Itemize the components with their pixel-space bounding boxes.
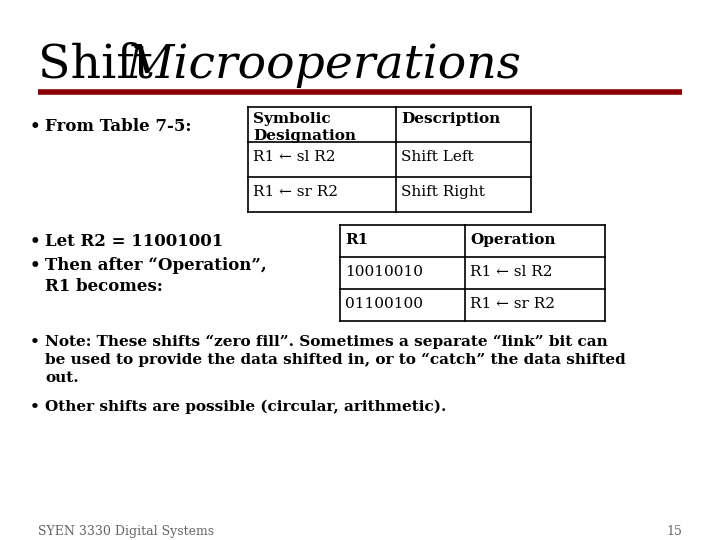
Text: 01100100: 01100100 [345, 297, 423, 311]
Text: •: • [30, 118, 40, 135]
Text: R1 ← sr R2: R1 ← sr R2 [470, 297, 555, 311]
Text: •: • [30, 400, 40, 414]
Text: Other shifts are possible (circular, arithmetic).: Other shifts are possible (circular, ari… [45, 400, 446, 414]
Text: Then after “Operation”,: Then after “Operation”, [45, 257, 266, 274]
Text: Symbolic
Designation: Symbolic Designation [253, 112, 356, 143]
Text: 15: 15 [666, 525, 682, 538]
Text: •: • [30, 335, 40, 349]
Text: 10010010: 10010010 [345, 265, 423, 279]
Text: Operation: Operation [470, 233, 556, 247]
Text: From Table 7-5:: From Table 7-5: [45, 118, 192, 135]
Text: Shift: Shift [38, 42, 168, 87]
Text: •: • [30, 233, 40, 250]
Text: Note: These shifts “zero fill”. Sometimes a separate “link” bit can: Note: These shifts “zero fill”. Sometime… [45, 335, 608, 349]
Text: R1 ← sr R2: R1 ← sr R2 [253, 185, 338, 199]
Text: R1 ← sl R2: R1 ← sl R2 [253, 150, 336, 164]
Text: out.: out. [45, 371, 78, 385]
Text: R1 ← sl R2: R1 ← sl R2 [470, 265, 552, 279]
Text: R1 becomes:: R1 becomes: [45, 278, 163, 295]
Text: Shift Right: Shift Right [401, 185, 485, 199]
Text: R1: R1 [345, 233, 368, 247]
Text: Shift Left: Shift Left [401, 150, 474, 164]
Text: SYEN 3330 Digital Systems: SYEN 3330 Digital Systems [38, 525, 214, 538]
Text: be used to provide the data shifted in, or to “catch” the data shifted: be used to provide the data shifted in, … [45, 353, 626, 367]
Text: Let R2 = 11001001: Let R2 = 11001001 [45, 233, 223, 250]
Text: Microoperations: Microoperations [126, 42, 522, 87]
Text: •: • [30, 257, 40, 274]
Text: Description: Description [401, 112, 500, 126]
